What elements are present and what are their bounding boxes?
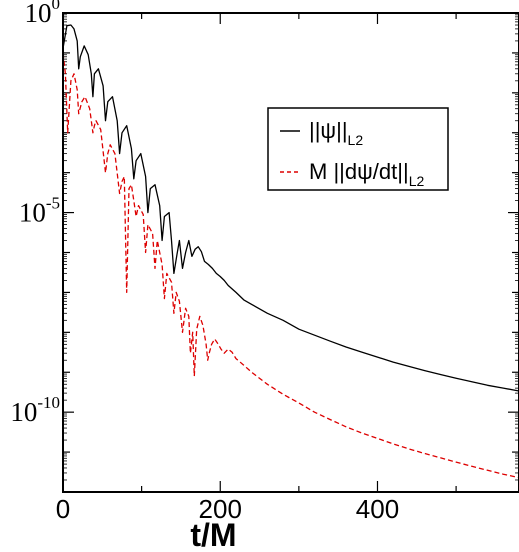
x-tick-label: 200 [199,494,242,524]
y-tick-label: 10-10 [10,393,60,427]
y-tick-exponent: -10 [37,393,60,412]
y-tick-exponent: 0 [52,0,61,13]
y-tick-exponent: -5 [46,194,60,213]
x-tick-label: 0 [56,494,70,524]
y-tick-label: 10-5 [19,194,60,228]
y-tick-label: 100 [25,0,61,28]
legend-box [267,107,449,191]
series-layer [62,24,519,479]
plot-frame [62,12,519,493]
y-tick-base: 10 [10,397,37,427]
y-tick-base: 10 [19,198,46,228]
x-tick-label: 400 [356,494,399,524]
legend: ||ψ||L2 M ||dψ/dt||L2 [267,107,449,191]
x-axis-label: t/M [190,517,236,552]
series-line-dpsi-dt [62,52,519,479]
series-line-psi [62,24,519,392]
legend-label-dpsi: M ||dψ/dt||L2 [309,159,424,189]
y-tick-base: 10 [25,0,52,28]
legend-label-psi: ||ψ||L2 [309,118,363,148]
